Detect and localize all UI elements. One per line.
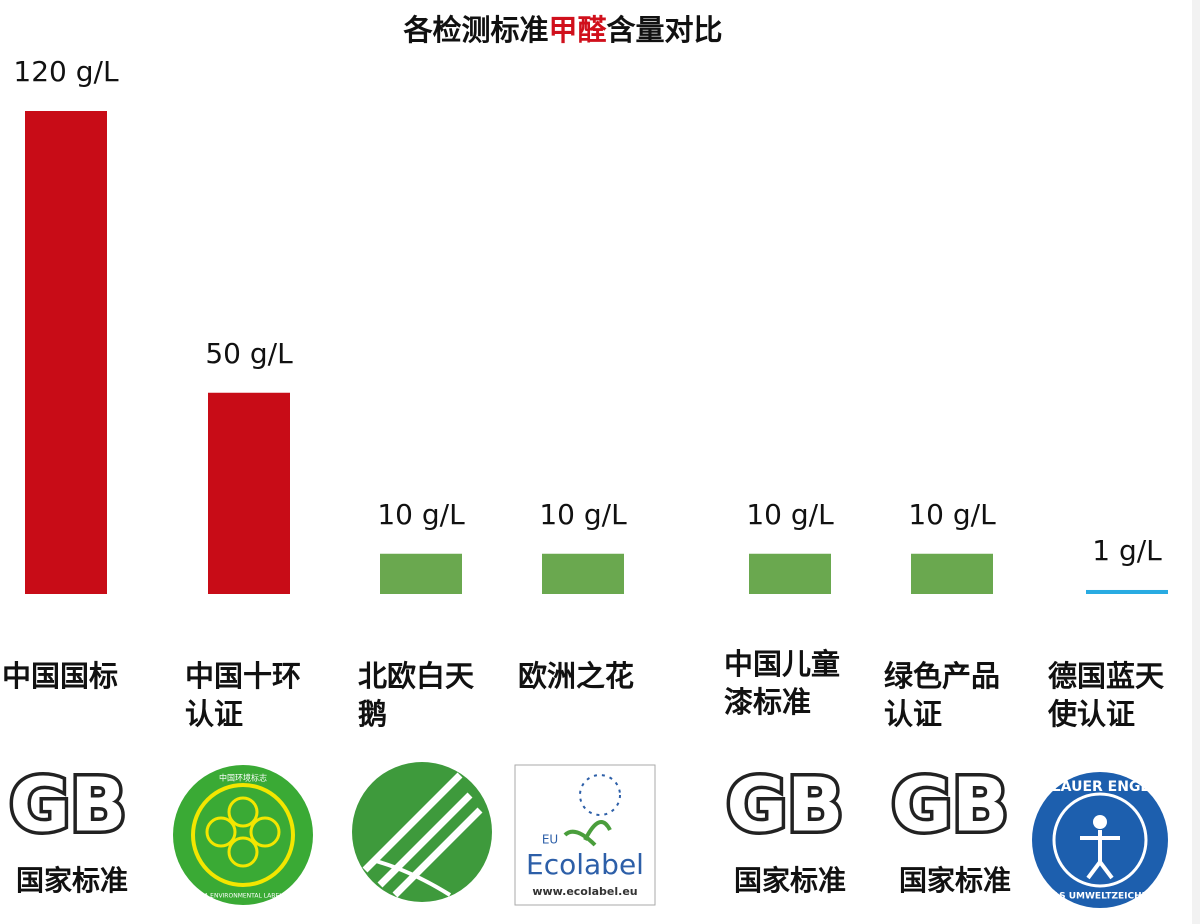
bar (208, 392, 290, 594)
logo-text: BLAUER ENGEL (1041, 779, 1159, 795)
logo-text: CHINA ENVIRONMENTAL LABELLING (189, 893, 297, 900)
logo-text: EU (542, 833, 558, 847)
bar (25, 111, 107, 594)
logo-text: Ecolabel (526, 848, 644, 881)
bar (911, 553, 993, 594)
logo-text: GB (891, 763, 1008, 849)
bar (380, 553, 462, 594)
value-label: 10 g/L (908, 498, 996, 531)
bar (749, 553, 831, 594)
value-label: 1 g/L (1092, 534, 1162, 567)
swan-logo (352, 762, 492, 902)
gb-logo: GB 国家标准 (6, 759, 130, 897)
gb-logo: GB 国家标准 (888, 759, 1012, 897)
title-highlight: 甲醛 (548, 13, 607, 47)
logo-text: DAS UMWELTZEICHEN (1045, 892, 1156, 902)
blue-angel-logo: BLAUER ENGEL DAS UMWELTZEICHEN (1032, 772, 1168, 908)
logo-caption: 国家标准 (899, 864, 1011, 897)
logo-text: www.ecolabel.eu (532, 885, 637, 898)
logo-text: 中国环境标志 (219, 773, 267, 783)
title-part: 各检测标准 (402, 13, 548, 47)
bar (542, 553, 624, 594)
logo-text: GB (726, 763, 843, 849)
logo-text: GB (9, 763, 126, 849)
value-label: 120 g/L (13, 55, 119, 88)
value-label: 10 g/L (746, 498, 834, 531)
category-label: 中国十环认证 (185, 659, 302, 731)
category-label: 欧洲之花 (518, 659, 635, 693)
bar (1086, 589, 1168, 594)
value-label: 10 g/L (539, 498, 627, 531)
category-label: 德国蓝天使认证 (1048, 659, 1165, 731)
title-part: 含量对比 (607, 13, 723, 47)
category-label: 绿色产品认证 (884, 659, 1001, 731)
category-label: 中国儿童漆标准 (724, 647, 841, 719)
value-label: 50 g/L (205, 337, 293, 370)
edge-stripe (1192, 0, 1200, 924)
gb-logo: GB 国家标准 (723, 759, 847, 897)
china-label-logo: 中国环境标志 CHINA ENVIRONMENTAL LABELLING (173, 765, 313, 905)
chart-title: 各检测标准甲醛含量对比 (402, 13, 722, 47)
ecolabel-logo: EU Ecolabel www.ecolabel.eu (514, 764, 656, 906)
value-label: 10 g/L (377, 498, 465, 531)
category-label: 中国国标 (2, 659, 119, 693)
logo-caption: 国家标准 (16, 864, 128, 897)
category-label: 北欧白天鹅 (358, 659, 475, 731)
logo-caption: 国家标准 (734, 864, 846, 897)
